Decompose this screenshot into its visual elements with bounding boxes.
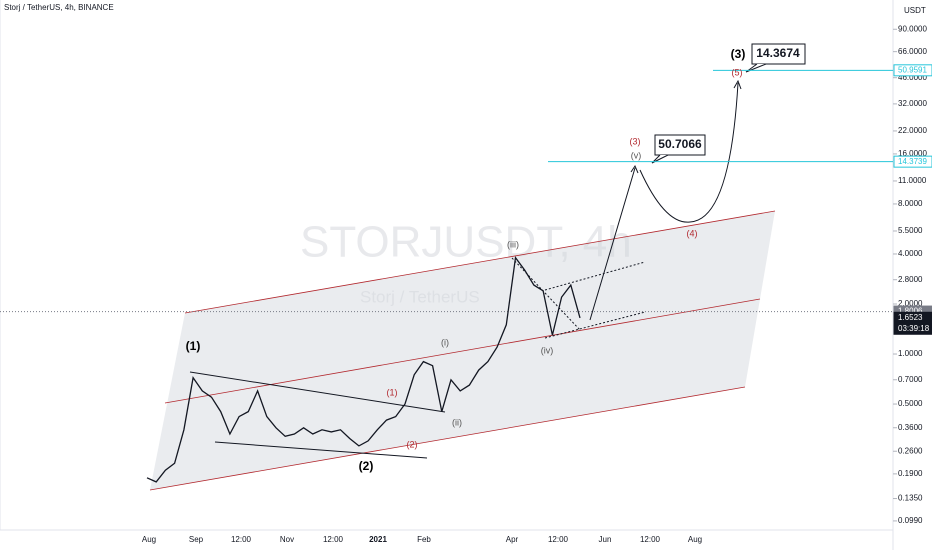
wave-label: (3) bbox=[630, 136, 641, 146]
x-tick-label: Jun bbox=[599, 535, 612, 544]
price-label: 1.6523 bbox=[898, 313, 923, 322]
watermark: STORJUSDT, 4h bbox=[300, 218, 632, 267]
x-tick-label: 12:00 bbox=[231, 535, 252, 544]
target-label: 50.7066 bbox=[658, 137, 702, 151]
y-tick-label: 0.0990 bbox=[898, 516, 923, 525]
y-tick-label: 16.0000 bbox=[898, 149, 927, 158]
channel-fill bbox=[150, 211, 775, 490]
y-tick-label: 2.0000 bbox=[898, 299, 923, 308]
y-tick-label: 90.0000 bbox=[898, 24, 927, 33]
wave-label: (2) bbox=[407, 439, 418, 449]
target-pointer bbox=[651, 154, 669, 164]
target-box bbox=[654, 134, 706, 156]
wave-label: (1) bbox=[387, 387, 398, 397]
y-tick-label: 0.1900 bbox=[898, 469, 923, 478]
y-tick-label: 0.1350 bbox=[898, 494, 923, 503]
y-tick-label: 46.0000 bbox=[898, 73, 927, 82]
y-tick-label: 4.0000 bbox=[898, 249, 923, 258]
price-label-box bbox=[893, 311, 932, 335]
wave-label: (v) bbox=[631, 150, 642, 160]
header: Storj / TetherUS, 4h, BINANCE bbox=[4, 3, 114, 12]
wave-label: (ii) bbox=[452, 417, 462, 427]
x-tick-label: 2021 bbox=[369, 535, 387, 544]
target-label: 14.3674 bbox=[756, 46, 800, 60]
target-box bbox=[751, 43, 806, 65]
price-label: 14.3739 bbox=[898, 157, 927, 166]
wave-label: (1) bbox=[186, 339, 201, 353]
wave-label: (4) bbox=[687, 228, 698, 238]
x-tick-label: 12:00 bbox=[548, 535, 569, 544]
channel-upper bbox=[184, 210, 776, 314]
countdown: 03:39:18 bbox=[898, 324, 930, 333]
y-unit: USDT bbox=[904, 6, 926, 15]
wave-label: (5) bbox=[732, 67, 743, 77]
x-tick-label: Nov bbox=[280, 535, 294, 544]
wedge-line bbox=[544, 311, 646, 339]
x-tick-label: Aug bbox=[142, 535, 156, 544]
y-tick-label: 0.7000 bbox=[898, 375, 923, 384]
price-label-box bbox=[893, 64, 932, 77]
wave-label: (2) bbox=[359, 459, 374, 473]
y-tick-label: 0.3600 bbox=[898, 423, 923, 432]
y-tick-label: 32.0000 bbox=[898, 99, 927, 108]
y-tick-label: 2.8000 bbox=[898, 275, 923, 284]
price-label: 1.8006 bbox=[898, 307, 923, 316]
x-tick-label: Sep bbox=[189, 535, 204, 544]
wave-label: (3) bbox=[731, 47, 746, 61]
channel-lower bbox=[149, 386, 746, 491]
y-tick-label: 1.0000 bbox=[898, 349, 923, 358]
x-tick-label: 12:00 bbox=[323, 535, 344, 544]
x-tick-label: Apr bbox=[506, 535, 519, 544]
wave-label: (iii) bbox=[507, 239, 519, 249]
y-tick-label: 22.0000 bbox=[898, 126, 927, 135]
y-tick-label: 8.0000 bbox=[898, 199, 923, 208]
projection-path bbox=[589, 82, 739, 321]
arrow-head bbox=[630, 79, 742, 174]
price-label-box bbox=[893, 155, 932, 168]
wedge-line bbox=[511, 257, 581, 331]
triangle-line bbox=[189, 371, 446, 413]
wedge-line bbox=[544, 261, 646, 291]
x-tick-label: Aug bbox=[688, 535, 702, 544]
projection-ghost bbox=[599, 89, 701, 202]
y-tick-label: 0.5000 bbox=[898, 399, 923, 408]
y-tick-label: 66.0000 bbox=[898, 47, 927, 56]
x-tick-label: 12:00 bbox=[640, 535, 661, 544]
triangle-line bbox=[214, 441, 428, 459]
y-tick-label: 11.0000 bbox=[898, 176, 927, 185]
watermark-sub: Storj / TetherUS bbox=[360, 287, 480, 306]
y-tick-label: 0.2600 bbox=[898, 446, 923, 455]
y-tick-label: 5.5000 bbox=[898, 226, 923, 235]
x-tick-label: Feb bbox=[417, 535, 431, 544]
wave-label: (iv) bbox=[541, 345, 554, 355]
price-line bbox=[146, 256, 581, 483]
price-label: 50.9591 bbox=[898, 65, 927, 74]
wave-label: (i) bbox=[441, 337, 449, 347]
channel-middle bbox=[164, 298, 761, 404]
